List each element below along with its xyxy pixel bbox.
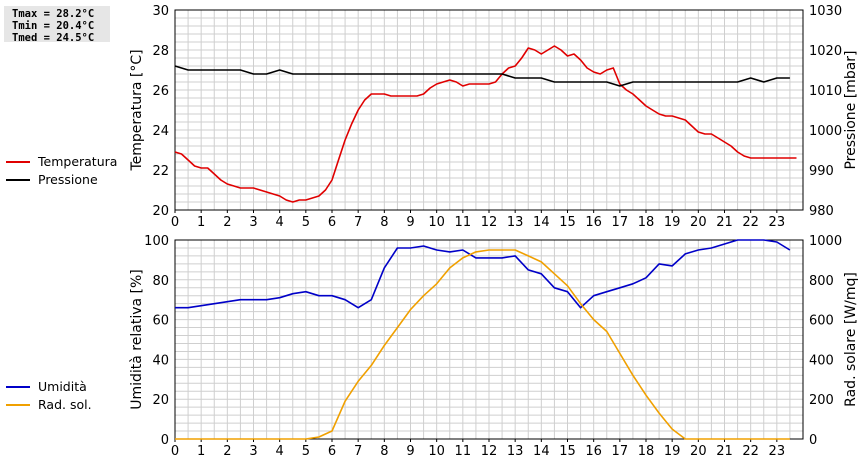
x-tick-label: 20	[690, 215, 707, 230]
x-tick-label: 3	[249, 444, 257, 459]
y-right-tick-label: 600	[809, 314, 834, 329]
x-tick-label: 6	[328, 444, 336, 459]
y-left-tick-label: 26	[152, 84, 169, 99]
y-left-tick-label: 100	[144, 234, 169, 249]
y-right-tick-label: 1010	[809, 84, 842, 99]
humidity-radiation-panel: 0 1 2 3 4 5 6 7 8 9 10 11 12 13 14 15 16 17 18 19 20 21 22 2302…	[6, 234, 859, 459]
x-tick-label: 7	[354, 215, 362, 230]
x-tick-label: 21	[716, 444, 733, 459]
legend-label-temperatura: Temperatura	[37, 154, 117, 169]
y-right-tick-label: 1000	[809, 124, 842, 139]
stats-box: Tmax = 28.2°C Tmin = 20.4°C Tmed = 24.5°…	[4, 6, 110, 44]
x-tick-label: 15	[559, 215, 576, 230]
y-right-tick-label: 400	[809, 353, 834, 368]
y-right-tick-label: 800	[809, 274, 834, 289]
x-tick-label: 7	[354, 444, 362, 459]
x-tick-label: 12	[481, 444, 498, 459]
x-tick-label: 4	[276, 444, 284, 459]
x-tick-label: 15	[559, 444, 576, 459]
x-tick-label: 5	[302, 215, 310, 230]
x-tick-label: 0	[171, 444, 179, 459]
y-left-axis-label: Umidità relativa [%]	[129, 269, 145, 410]
x-tick-label: 23	[769, 215, 786, 230]
x-tick-label: 18	[638, 444, 655, 459]
x-tick-label: 17	[612, 215, 629, 230]
y-left-tick-label: 28	[152, 44, 169, 59]
y-left-axis-label: Temperatura [°C]	[129, 49, 145, 171]
x-tick-label: 8	[380, 215, 388, 230]
x-tick-label: 13	[507, 215, 524, 230]
y-right-tick-label: 1020	[809, 44, 842, 59]
temperature-pressure-panel: 0 1 2 3 4 5 6 7 8 9 10 11 12 13 14 15 16 17 18 19 20 21 22 2320…	[6, 4, 859, 230]
tmed-label: Tmed = 24.5°C	[12, 32, 95, 44]
x-tick-label: 1	[197, 444, 205, 459]
x-tick-label: 22	[742, 444, 759, 459]
x-tick-label: 9	[406, 215, 414, 230]
x-tick-label: 20	[690, 444, 707, 459]
y-right-tick-label: 1030	[809, 4, 842, 19]
y-left-tick-label: 30	[152, 4, 169, 19]
x-tick-label: 14	[533, 444, 550, 459]
x-tick-label: 22	[742, 215, 759, 230]
series-line-temperatura	[174, 45, 797, 203]
y-left-tick-label: 22	[152, 164, 169, 179]
y-right-axis-label: Pressione [mbar]	[843, 50, 859, 169]
y-right-tick-label: 0	[809, 433, 817, 448]
x-tick-label: 2	[223, 215, 231, 230]
x-tick-label: 6	[328, 215, 336, 230]
x-tick-label: 4	[276, 215, 284, 230]
x-tick-label: 2	[223, 444, 231, 459]
x-tick-label: 1	[197, 215, 205, 230]
y-left-tick-label: 80	[152, 274, 169, 289]
y-right-axis-label: Rad. solare [W/mq]	[843, 272, 859, 407]
y-left-tick-label: 24	[152, 124, 169, 139]
y-left-tick-label: 0	[161, 433, 169, 448]
x-tick-label: 23	[769, 444, 786, 459]
tmax-label: Tmax = 28.2°C	[12, 8, 95, 20]
series-line-umidita	[175, 239, 791, 309]
y-right-tick-label: 990	[809, 164, 834, 179]
y-left-tick-label: 60	[152, 314, 169, 329]
y-right-tick-label: 1000	[809, 234, 842, 249]
x-tick-label: 11	[455, 444, 472, 459]
x-tick-label: 12	[481, 215, 498, 230]
y-right-tick-label: 200	[809, 393, 834, 408]
x-tick-label: 14	[533, 215, 550, 230]
x-tick-label: 19	[664, 215, 681, 230]
x-tick-label: 9	[406, 444, 414, 459]
x-tick-label: 18	[638, 215, 655, 230]
y-left-tick-label: 20	[152, 204, 169, 219]
x-tick-label: 16	[585, 444, 602, 459]
x-tick-label: 0	[171, 215, 179, 230]
x-tick-label: 8	[380, 444, 388, 459]
y-right-tick-label: 980	[809, 204, 834, 219]
legend-label-rad-sol: Rad. sol.	[38, 397, 92, 412]
x-tick-label: 3	[249, 215, 257, 230]
x-tick-label: 17	[612, 444, 629, 459]
x-tick-label: 19	[664, 444, 681, 459]
series-line-rad-sol	[175, 249, 790, 440]
tmin-label: Tmin = 20.4°C	[12, 20, 95, 32]
x-tick-label: 10	[428, 444, 445, 459]
x-tick-label: 11	[455, 215, 472, 230]
x-tick-label: 16	[585, 215, 602, 230]
x-tick-label: 5	[302, 444, 310, 459]
series-line-pressione	[174, 65, 790, 87]
legend-label-pressione: Pressione	[38, 172, 98, 187]
legend-label-umidita: Umidità	[38, 379, 87, 394]
x-tick-label: 21	[716, 215, 733, 230]
y-left-tick-label: 20	[152, 393, 169, 408]
y-left-tick-label: 40	[152, 353, 169, 368]
x-tick-label: 10	[428, 215, 445, 230]
x-tick-label: 13	[507, 444, 524, 459]
